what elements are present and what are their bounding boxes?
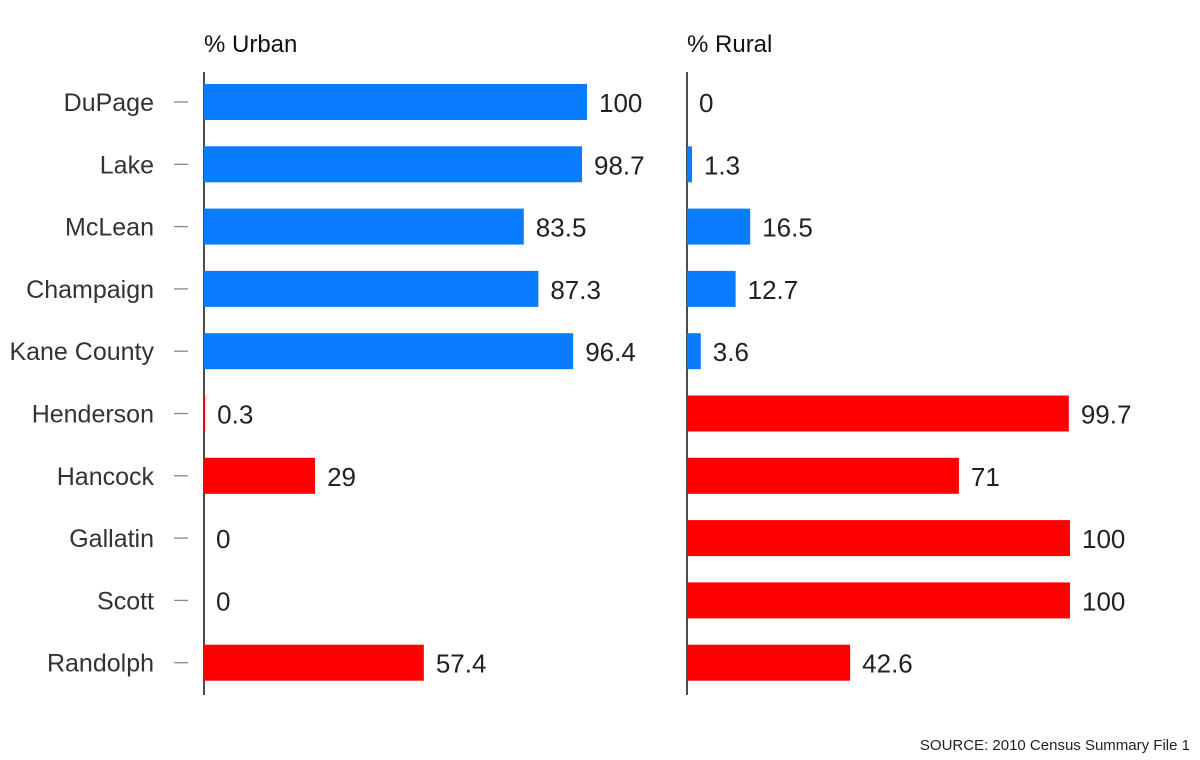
rural-bar bbox=[687, 644, 851, 681]
rural-value-label: 16.5 bbox=[762, 213, 813, 243]
urban-value-label: 0 bbox=[216, 586, 230, 616]
rural-value-label: 99.7 bbox=[1081, 400, 1132, 430]
source-note: SOURCE: 2010 Census Summary File 1 bbox=[919, 737, 1190, 754]
rural-bar bbox=[687, 333, 701, 370]
rural-bar bbox=[687, 146, 692, 183]
urban-value-label: 57.4 bbox=[436, 649, 487, 679]
urban-value-label: 100 bbox=[599, 88, 642, 118]
urban-bar bbox=[204, 208, 524, 245]
panel-title-rural: % Rural bbox=[687, 31, 772, 58]
rural-bar bbox=[687, 520, 1070, 557]
urban-bar bbox=[204, 84, 587, 120]
urban-value-label: 0.3 bbox=[217, 400, 253, 430]
category-label: Randolph bbox=[47, 650, 154, 678]
category-label: Henderson bbox=[32, 401, 154, 429]
rural-bar bbox=[687, 582, 1070, 619]
rural-value-label: 12.7 bbox=[748, 275, 799, 305]
rural-bar bbox=[687, 395, 1069, 432]
urban-value-label: 96.4 bbox=[585, 337, 636, 367]
rural-value-label: 100 bbox=[1082, 524, 1125, 554]
urban-bar bbox=[204, 333, 574, 370]
category-label: Kane County bbox=[9, 338, 154, 366]
category-label: McLean bbox=[65, 214, 154, 242]
chart-marks: DuPage 100 0 Lake 98.7 1.3 McLean 83.5 16.5 Champ… bbox=[9, 72, 1131, 695]
category-label: DuPage bbox=[64, 89, 154, 117]
urban-value-label: 83.5 bbox=[536, 213, 587, 243]
urban-bar bbox=[204, 395, 206, 432]
urban-bar bbox=[204, 270, 539, 307]
urban-value-label: 0 bbox=[216, 524, 230, 554]
category-label: Scott bbox=[97, 587, 154, 615]
urban-value-label: 87.3 bbox=[550, 275, 601, 305]
urban-bar bbox=[204, 457, 316, 494]
category-label: Hancock bbox=[57, 463, 155, 491]
urban-value-label: 98.7 bbox=[594, 150, 645, 180]
category-label: Gallatin bbox=[69, 525, 154, 553]
rural-value-label: 0 bbox=[699, 88, 713, 118]
urban-bar bbox=[204, 644, 424, 681]
urban-bar bbox=[204, 146, 583, 183]
rural-value-label: 1.3 bbox=[704, 150, 740, 180]
rural-value-label: 3.6 bbox=[713, 337, 749, 367]
category-label: Lake bbox=[100, 151, 154, 179]
rural-bar bbox=[687, 457, 959, 494]
panel-title-urban: % Urban bbox=[204, 31, 297, 58]
rural-value-label: 71 bbox=[971, 462, 1000, 492]
rural-bar bbox=[687, 208, 751, 245]
rural-bar bbox=[687, 270, 736, 307]
rural-value-label: 100 bbox=[1082, 586, 1125, 616]
urban-value-label: 29 bbox=[327, 462, 356, 492]
rural-value-label: 42.6 bbox=[862, 649, 913, 679]
category-label: Champaign bbox=[26, 276, 154, 304]
